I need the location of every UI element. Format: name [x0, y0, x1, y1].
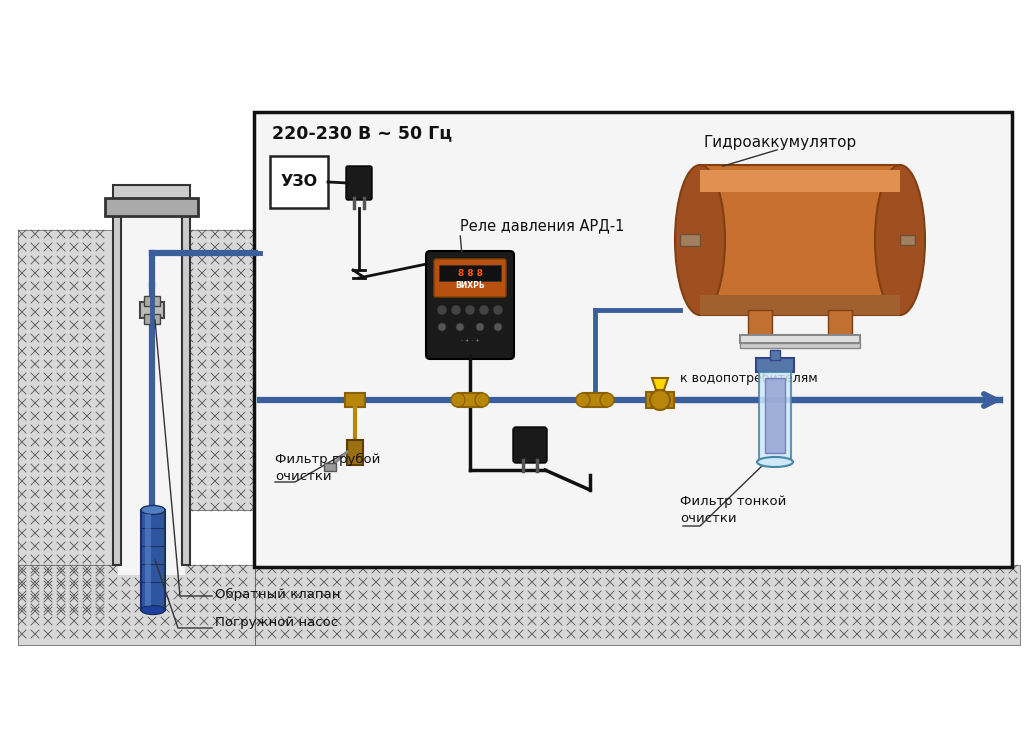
- Text: Фильтр тонкой
очистки: Фильтр тонкой очистки: [680, 495, 786, 525]
- Text: 220-230 В ~ 50 Гц: 220-230 В ~ 50 Гц: [272, 124, 453, 142]
- FancyBboxPatch shape: [346, 166, 372, 200]
- Bar: [324, 463, 336, 471]
- Ellipse shape: [675, 165, 725, 315]
- Circle shape: [465, 305, 475, 315]
- Bar: [18, 565, 255, 645]
- Text: к водопотребителям: к водопотребителям: [680, 372, 818, 385]
- Bar: [145, 514, 151, 606]
- Bar: [347, 440, 362, 465]
- Bar: [113, 185, 190, 200]
- Text: Гидроаккумулятор: Гидроаккумулятор: [703, 135, 857, 150]
- Bar: [113, 215, 121, 565]
- Bar: [700, 295, 900, 315]
- Bar: [680, 234, 700, 246]
- Circle shape: [575, 393, 590, 407]
- Bar: [105, 198, 198, 216]
- Circle shape: [479, 305, 489, 315]
- Bar: [18, 230, 113, 620]
- Text: Обратный клапан: Обратный клапан: [215, 588, 341, 601]
- Ellipse shape: [141, 505, 165, 514]
- Circle shape: [476, 323, 484, 331]
- Ellipse shape: [141, 606, 165, 614]
- Polygon shape: [652, 378, 668, 390]
- Bar: [646, 392, 674, 408]
- Bar: [765, 378, 785, 453]
- Bar: [458, 393, 482, 407]
- Text: ВИХРЬ: ВИХРЬ: [456, 282, 484, 291]
- Circle shape: [494, 323, 502, 331]
- Bar: [828, 310, 852, 338]
- FancyBboxPatch shape: [513, 427, 547, 463]
- Bar: [182, 215, 190, 565]
- Text: Фильтр грубой
очистки: Фильтр грубой очистки: [275, 453, 380, 483]
- Bar: [770, 350, 780, 360]
- Text: Реле давления АРД-1: Реле давления АРД-1: [460, 218, 625, 233]
- Circle shape: [475, 393, 489, 407]
- Bar: [439, 265, 501, 281]
- Circle shape: [600, 393, 614, 407]
- Bar: [756, 358, 794, 372]
- Ellipse shape: [757, 457, 793, 467]
- Bar: [144, 296, 160, 306]
- Bar: [900, 235, 915, 245]
- Text: 8 8 8: 8 8 8: [458, 268, 482, 277]
- FancyBboxPatch shape: [426, 251, 514, 359]
- Bar: [700, 165, 900, 315]
- Bar: [141, 510, 165, 610]
- Text: УЗО: УЗО: [281, 175, 317, 189]
- Text: Погружной насос: Погружной насос: [215, 616, 338, 629]
- Circle shape: [456, 323, 464, 331]
- Circle shape: [451, 393, 465, 407]
- Bar: [345, 393, 365, 407]
- Circle shape: [493, 305, 503, 315]
- Bar: [118, 215, 185, 575]
- Bar: [583, 393, 607, 407]
- Circle shape: [438, 323, 446, 331]
- Bar: [748, 310, 772, 338]
- Ellipse shape: [874, 165, 925, 315]
- Bar: [140, 302, 164, 318]
- Bar: [740, 343, 860, 348]
- Bar: [759, 372, 791, 462]
- Bar: [144, 314, 160, 324]
- Text: - + - +: - + - +: [461, 339, 479, 343]
- Bar: [270, 156, 328, 208]
- FancyBboxPatch shape: [434, 259, 506, 297]
- Bar: [255, 565, 1020, 645]
- Bar: [740, 335, 860, 343]
- Bar: [185, 230, 255, 510]
- Circle shape: [451, 305, 461, 315]
- Bar: [254, 112, 1012, 567]
- Circle shape: [437, 305, 447, 315]
- Circle shape: [650, 390, 670, 410]
- Bar: [700, 170, 900, 192]
